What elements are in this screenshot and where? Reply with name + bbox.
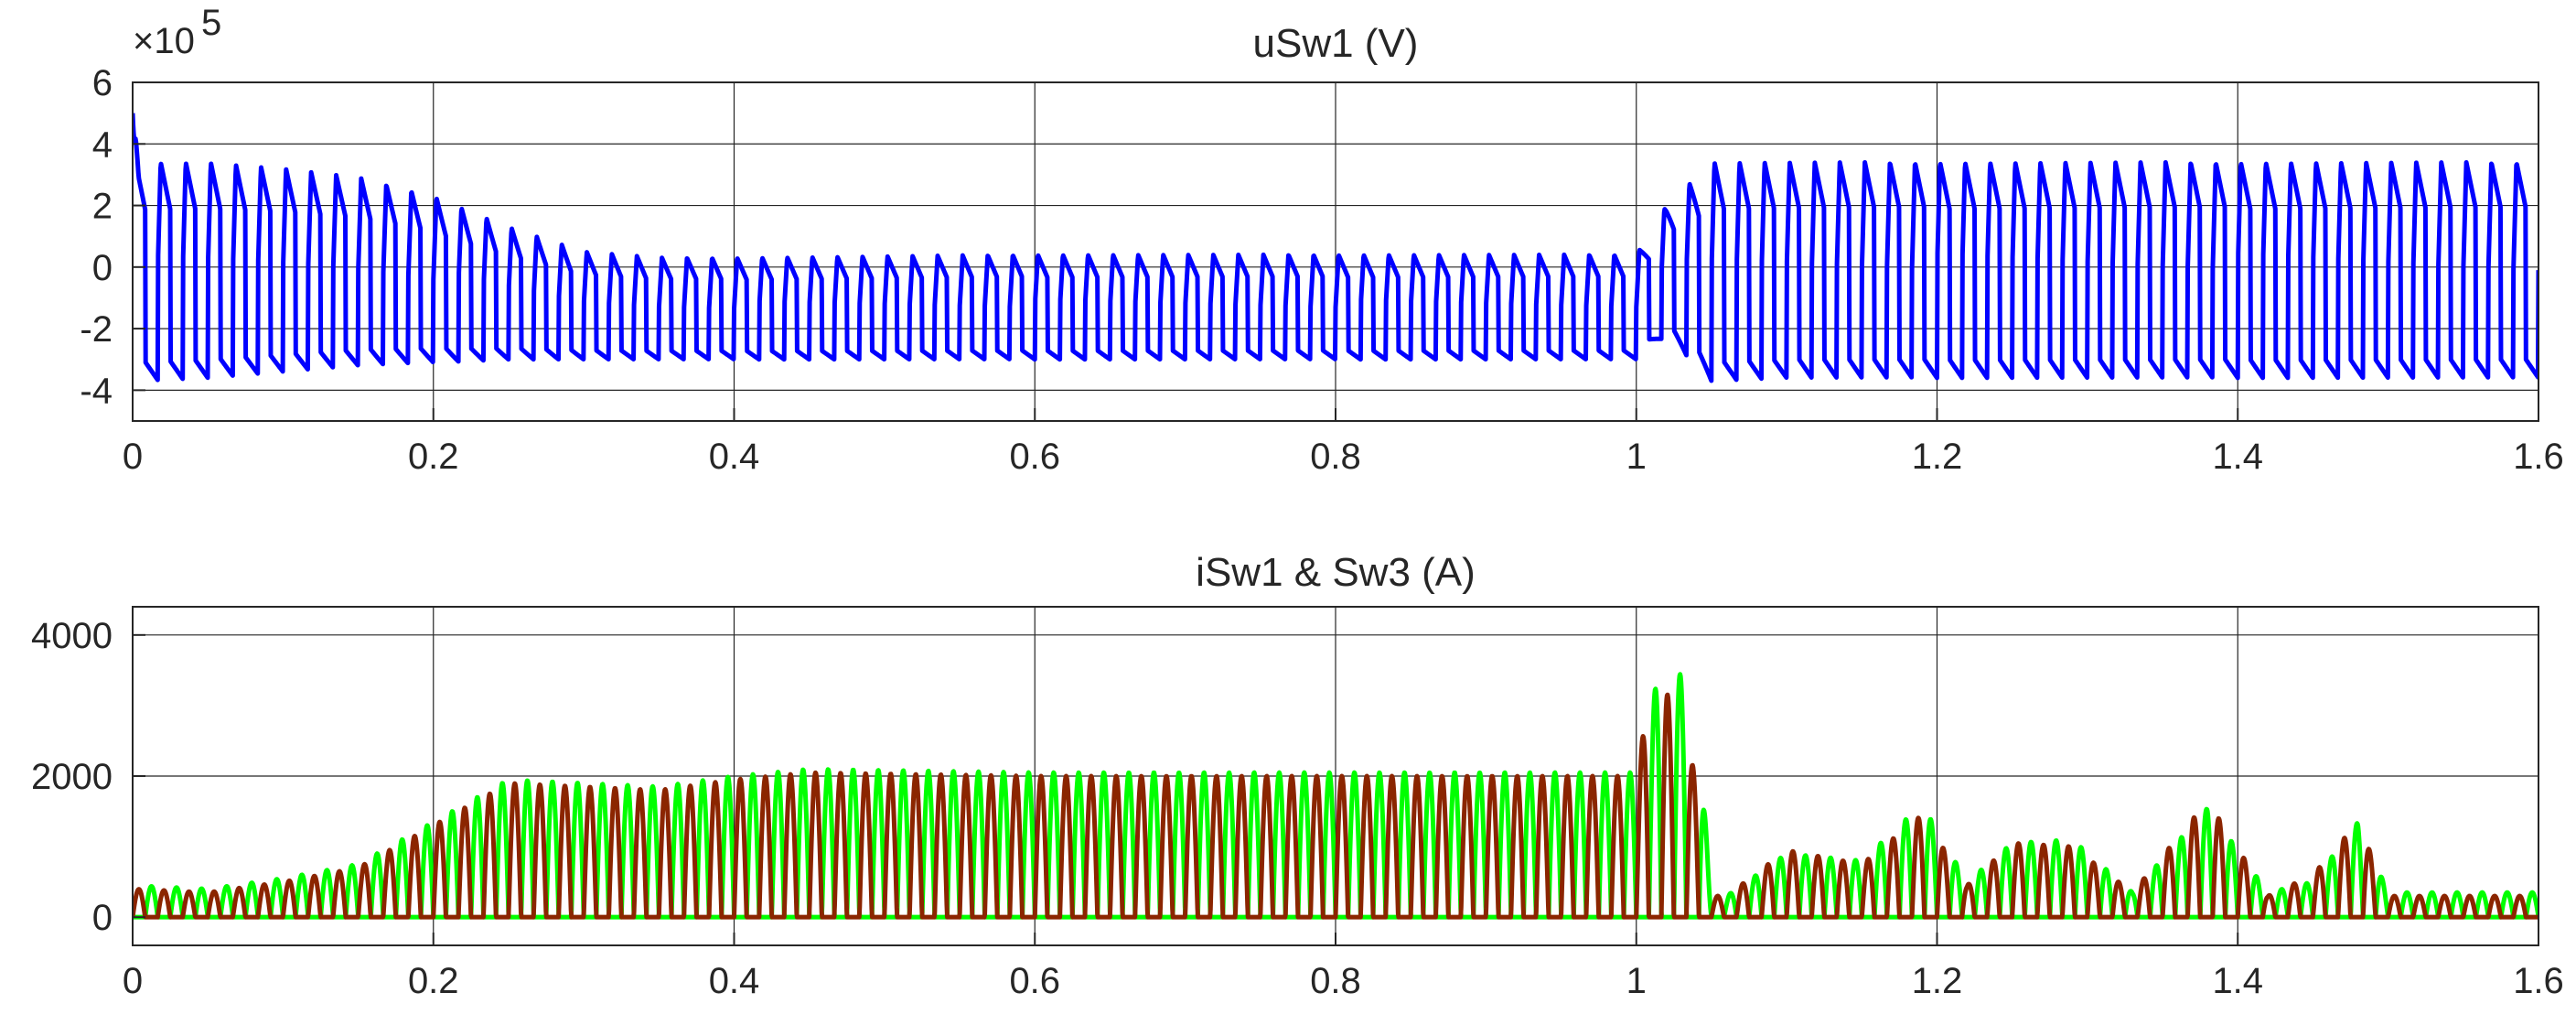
y-tick-label: 2 [92, 187, 113, 227]
y-exponent-label: ×10 [133, 21, 195, 61]
chart-title: iSw1 & Sw3 (A) [1196, 550, 1476, 595]
x-tick-label: 0.2 [408, 437, 459, 477]
x-tick-label: 1.4 [2212, 961, 2263, 1001]
current-plot: 0 0.2 0.4 0.6 0.8 1 1.2 1.4 1.6 0 2000 4000 iSw1 & S… [31, 550, 2564, 1001]
x-tick-label: 0.8 [1310, 437, 1361, 477]
x-tick-label: 1 [1626, 961, 1647, 1001]
series-line-1 [133, 692, 2538, 920]
x-tick-label: 0.6 [1009, 437, 1060, 477]
x-tick-label: 1.2 [1912, 437, 1963, 477]
x-tick-label: 0.4 [709, 437, 760, 477]
y-tick-label: -2 [80, 309, 113, 350]
x-tick-label: 1.6 [2513, 437, 2564, 477]
y-tick-label: 2000 [31, 757, 113, 797]
x-tick-label: 0.2 [408, 961, 459, 1001]
y-tick-label: -4 [80, 371, 113, 411]
x-tick-label: 0 [123, 961, 143, 1001]
x-tick-label: 1 [1626, 437, 1647, 477]
y-tick-label: 4000 [31, 616, 113, 656]
plot-series-group [133, 113, 2538, 383]
x-tick-label: 0 [123, 437, 143, 477]
x-tick-label: 0.6 [1009, 961, 1060, 1001]
voltage-plot: 0 0.2 0.4 0.6 0.8 1 1.2 1.4 1.6 -4 -2 0 2 4 6 uSw1 (V) ×… [80, 3, 2563, 477]
series-line-0 [133, 113, 2538, 383]
y-tick-label: 4 [92, 124, 113, 165]
x-tick-label: 0.4 [709, 961, 760, 1001]
y-tick-label: 6 [92, 63, 113, 103]
y-tick-label: 0 [92, 898, 113, 938]
x-tick-label: 1.4 [2212, 437, 2263, 477]
chart-title: uSw1 (V) [1253, 21, 1419, 66]
x-tick-label: 1.2 [1912, 961, 1963, 1001]
x-tick-label: 0.8 [1310, 961, 1361, 1001]
x-tick-label: 1.6 [2513, 961, 2564, 1001]
y-tick-label: 0 [92, 248, 113, 288]
y-exponent-power: 5 [201, 3, 221, 43]
plot-series-group [133, 672, 2538, 920]
